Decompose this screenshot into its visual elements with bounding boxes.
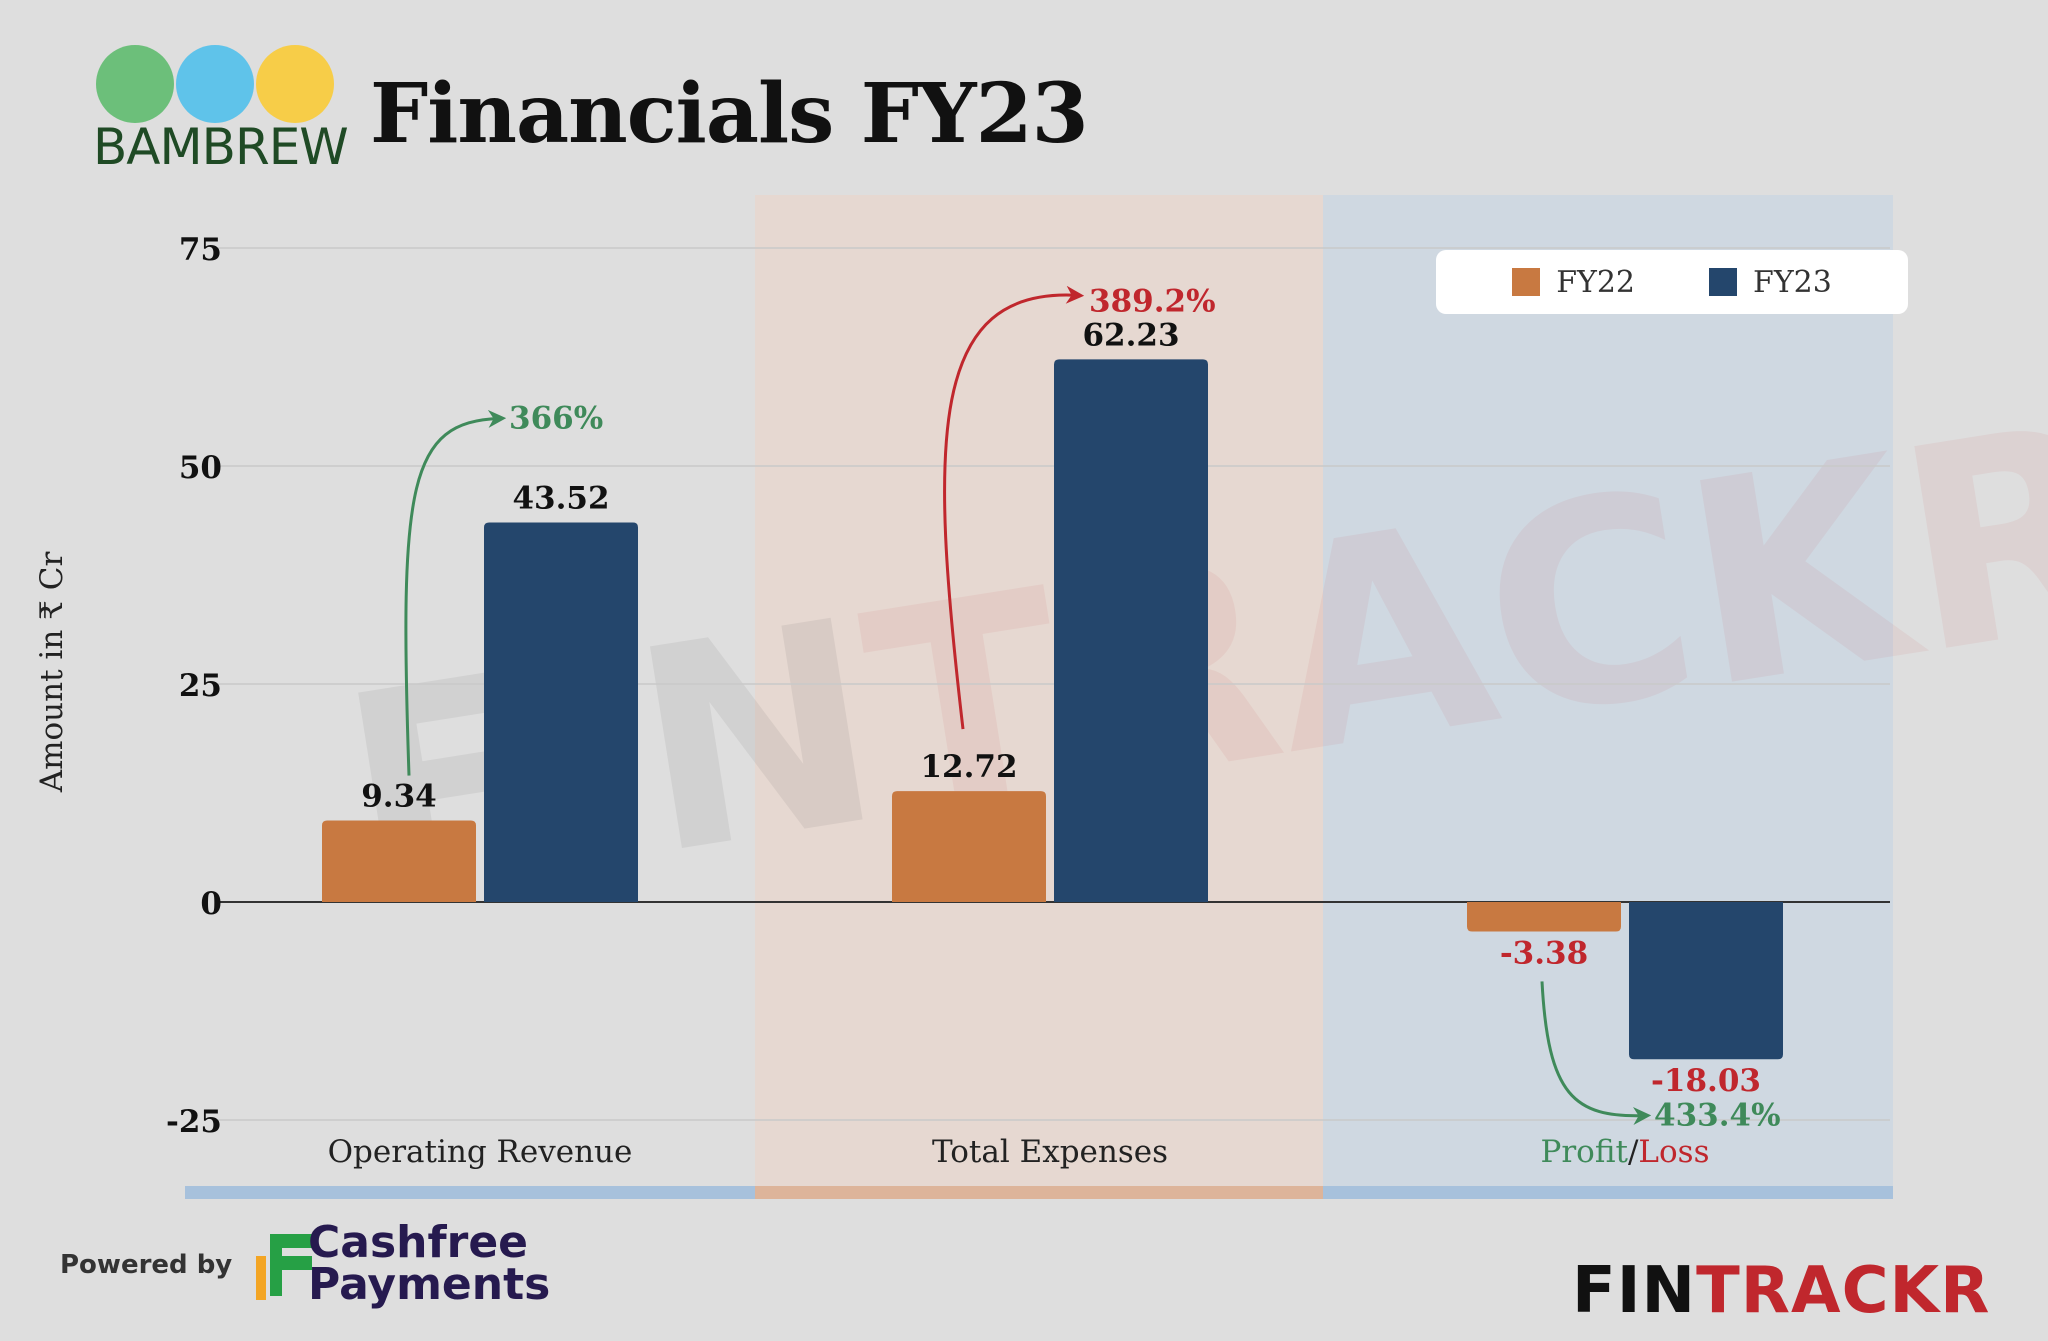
growth-label-1: 389.2% <box>1089 283 1216 319</box>
page-title: Financials FY23 <box>370 66 1089 162</box>
bars <box>322 359 1783 1060</box>
x-label-separator: / <box>1628 1134 1639 1170</box>
legend-item-fy22: FY22 <box>1512 265 1635 300</box>
legend-label-fy23: FY23 <box>1753 264 1832 300</box>
category-underline-bands <box>185 1186 1893 1199</box>
bar-fy23-0 <box>484 522 638 902</box>
x-label-profit: Profit <box>1540 1134 1628 1170</box>
cashfree-mark-orange <box>256 1256 266 1300</box>
fintrackr-part-a: FIN <box>1572 1254 1697 1328</box>
sponsor-line-2: Payments <box>308 1259 551 1310</box>
fintrackr-part-b: TRACKR <box>1696 1254 1991 1328</box>
value-label-fy23-0: 43.52 <box>512 481 609 517</box>
bar-fy22-2 <box>1467 902 1621 932</box>
logo-green-circle <box>96 45 174 123</box>
data-labels: 9.34 43.52 12.72 62.23 -3.38 -18.03 366% 389.2%… <box>361 283 1780 1133</box>
growth-arrow-2 <box>1540 981 1652 1125</box>
value-label-fy22-2: -3.38 <box>1500 935 1588 971</box>
value-label-fy23-1: 62.23 <box>1082 317 1179 353</box>
cashfree-logo-icon <box>256 1234 318 1300</box>
sponsor-name: Cashfree Payments <box>308 1217 551 1310</box>
y-tick-label: 0 <box>200 886 222 922</box>
bar-fy23-1 <box>1054 359 1208 903</box>
x-label-0: Operating Revenue <box>328 1134 633 1170</box>
y-tick-label: -25 <box>166 1104 222 1140</box>
underline-band-1 <box>755 1186 1323 1199</box>
growth-arrow-1 <box>943 285 1085 730</box>
sponsor-line-1: Cashfree <box>308 1217 529 1268</box>
bambrew-logo <box>96 45 334 123</box>
legend-item-fy23: FY23 <box>1709 265 1832 300</box>
value-label-fy23-2: -18.03 <box>1651 1063 1761 1099</box>
x-axis-labels: Operating Revenue Total Expenses Profit/Lo… <box>328 1134 1710 1170</box>
y-tick-label: 25 <box>179 668 222 704</box>
x-label-2: Profit/Loss <box>1540 1134 1709 1170</box>
brand-name: BAMBREW <box>93 118 349 176</box>
value-label-fy22-1: 12.72 <box>920 749 1017 785</box>
logo-blue-circle <box>176 45 254 123</box>
legend-label-fy22: FY22 <box>1556 264 1635 300</box>
growth-arrow-0 <box>404 409 507 776</box>
y-axis-label: Amount in ₹ Cr <box>34 552 70 794</box>
bg-band-expenses <box>755 195 1323 1195</box>
logo-yellow-circle <box>256 45 334 123</box>
fintrackr-logo: FINTRACKR <box>1572 1254 1990 1328</box>
x-label-loss: Loss <box>1638 1134 1709 1170</box>
powered-by-label: Powered by <box>60 1250 233 1280</box>
bar-fy23-2 <box>1629 902 1783 1060</box>
bg-band-profit <box>1323 195 1893 1195</box>
y-tick-label: 75 <box>179 232 222 268</box>
bar-fy22-1 <box>892 791 1046 902</box>
x-label-1: Total Expenses <box>932 1134 1168 1170</box>
category-backgrounds <box>755 195 1893 1195</box>
legend-swatch-fy23 <box>1709 268 1737 296</box>
growth-label-0: 366% <box>509 400 603 436</box>
bar-fy22-0 <box>322 820 476 902</box>
growth-arrows <box>404 285 1652 1125</box>
value-label-fy22-0: 9.34 <box>361 779 437 815</box>
underline-band-0 <box>185 1186 755 1199</box>
legend: FY22 FY23 <box>1436 250 1908 314</box>
y-axis-ticks: 75 50 25 0 -25 <box>166 232 222 1140</box>
growth-label-2: 433.4% <box>1654 1098 1781 1134</box>
cashfree-mark-green <box>270 1234 318 1296</box>
legend-swatch-fy22 <box>1512 268 1541 296</box>
y-tick-label: 50 <box>179 450 222 486</box>
underline-band-2 <box>1323 1186 1893 1199</box>
